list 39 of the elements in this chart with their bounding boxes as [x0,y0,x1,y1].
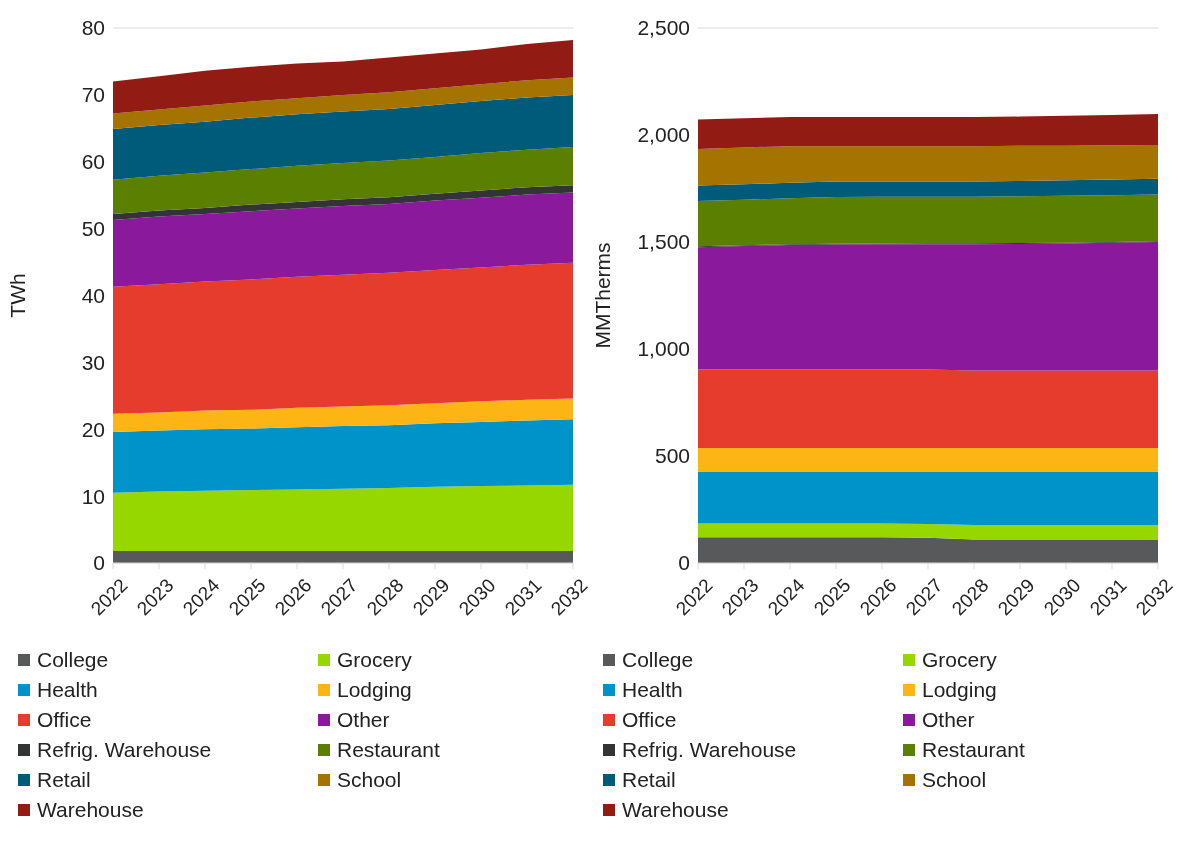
legend-label: Lodging [337,678,412,702]
legend-label: Retail [622,768,676,792]
y-tick-label: 2,500 [637,16,690,40]
y-tick-label: 2,000 [637,123,690,147]
legend-label: Health [37,678,98,702]
legend-label: Office [622,708,677,732]
y-tick-label: 0 [93,551,105,575]
legend-label: Office [37,708,92,732]
y-tick-label: 10 [81,484,105,508]
y-tick-label: 60 [81,150,105,174]
y-tick-label: 500 [654,444,690,468]
y-tick-label: 0 [678,551,690,575]
y-tick-label: 70 [81,83,105,107]
y-tick-label: 80 [81,16,105,40]
legend-label: Other [922,708,975,732]
legend-label: Warehouse [37,798,144,822]
y-tick-label: 50 [81,217,105,241]
legend-label: Other [337,708,390,732]
y-tick-label: 1,000 [637,337,690,361]
y-tick-label: 1,500 [637,230,690,254]
legend-label: Retail [37,768,91,792]
legend-label: Restaurant [337,738,440,762]
legend-label: Refrig. Warehouse [37,738,212,762]
legend-label: Health [622,678,683,702]
legend-label: Grocery [922,648,997,672]
legend-label: Warehouse [622,798,729,822]
y-tick-label: 20 [81,417,105,441]
legend-label: Refrig. Warehouse [622,738,797,762]
legend-label: School [922,768,987,792]
y-axis-title: TWh [6,273,30,318]
legend-label: Grocery [337,648,412,672]
y-tick-label: 30 [81,350,105,374]
legend-label: Lodging [922,678,997,702]
y-tick-label: 40 [81,283,105,307]
legend-label: School [337,768,402,792]
legend-label: College [37,648,109,672]
y-axis-title: MMTherms [591,242,615,349]
legend-label: Restaurant [922,738,1025,762]
legend-label: College [622,648,694,672]
